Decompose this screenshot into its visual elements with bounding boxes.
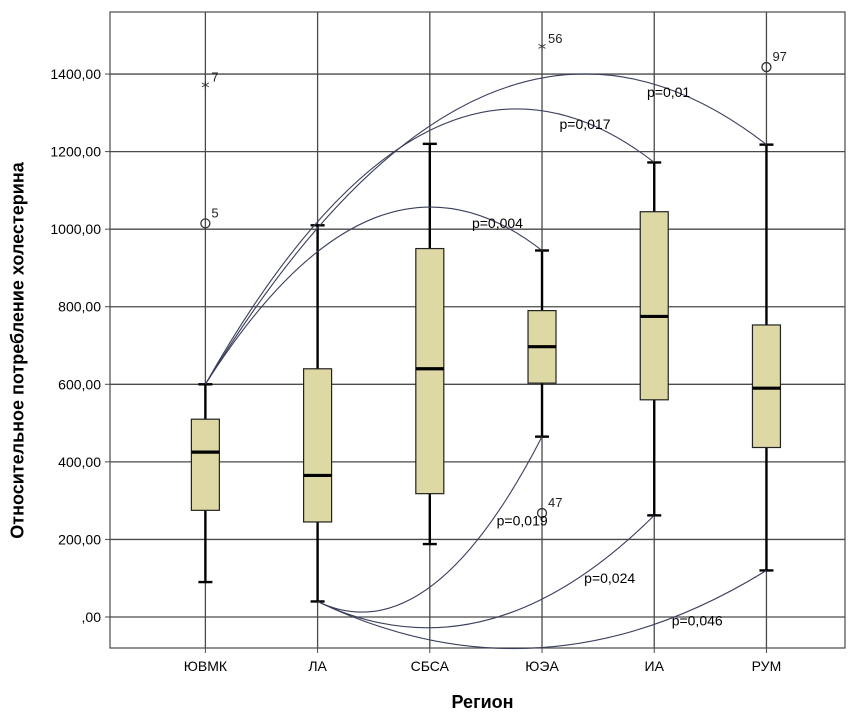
p-value-label: p=0,046 bbox=[672, 613, 723, 629]
outlier-label: 56 bbox=[548, 31, 562, 46]
p-value-label: p=0,004 bbox=[472, 215, 523, 231]
x-axis-title: Регион bbox=[451, 692, 514, 712]
outlier-label: 97 bbox=[772, 49, 786, 64]
iqr-box bbox=[639, 211, 669, 401]
comparison-arc bbox=[204, 206, 543, 385]
outlier-star-icon: * bbox=[538, 40, 547, 60]
x-tick-label: ИА bbox=[645, 658, 665, 674]
x-tick-label: СБСА bbox=[411, 658, 450, 674]
plot-area-frame bbox=[109, 11, 846, 649]
p-value-label: p=0,024 bbox=[584, 570, 635, 586]
comparison-arc bbox=[317, 569, 767, 650]
y-tick-label: 600,00 bbox=[58, 376, 101, 392]
y-tick-label: 800,00 bbox=[58, 299, 101, 315]
outlier-circle bbox=[761, 61, 772, 73]
box-ЮЭА bbox=[527, 249, 557, 438]
y-axis-title: Относительное потребление холестерина bbox=[3, 90, 33, 610]
y-axis-title-text: Относительное потребление холестерина bbox=[7, 161, 28, 539]
comparison-arcs-layer: p=0,01 p=0,017 p=0,004 p=0,019 p=0,024 p=0,04… bbox=[204, 73, 767, 650]
x-tick-label: РУМ bbox=[752, 658, 782, 674]
x-tick-label: ЮВМК bbox=[184, 658, 228, 674]
x-tick-labels: ЮВМК ЛА СБСА ЮЭА ИА РУМ bbox=[184, 658, 782, 674]
y-tick-label: 1200,00 bbox=[50, 144, 101, 160]
y-tick-label: 1000,00 bbox=[50, 221, 101, 237]
p-value-label: p=0,01 bbox=[647, 84, 690, 100]
boxes-layer bbox=[190, 142, 782, 603]
x-tick-label: ЛА bbox=[308, 658, 327, 674]
box-ЮВМК bbox=[190, 383, 220, 584]
box-СБСА bbox=[415, 142, 445, 546]
box-ЛА bbox=[302, 224, 333, 603]
iqr-box bbox=[190, 418, 220, 511]
y-tick-label: ,00 bbox=[82, 609, 102, 625]
outlier-label: 47 bbox=[548, 495, 562, 510]
comparison-arc bbox=[317, 514, 655, 629]
box-ИА bbox=[639, 161, 669, 517]
iqr-box bbox=[302, 368, 333, 523]
p-value-label: p=0,019 bbox=[497, 513, 548, 529]
outlier-star-icon: * bbox=[201, 79, 210, 99]
grid-layer bbox=[105, 11, 846, 653]
comparison-arc bbox=[317, 436, 543, 613]
y-tick-label: 1400,00 bbox=[50, 66, 101, 82]
x-tick-label: ЮЭА bbox=[525, 658, 559, 674]
iqr-box bbox=[751, 324, 782, 449]
comparison-arc bbox=[204, 73, 767, 385]
comparison-arc bbox=[204, 108, 655, 385]
outlier-label: 5 bbox=[211, 205, 218, 220]
outlier-label: 7 bbox=[211, 70, 218, 85]
box-РУМ bbox=[751, 143, 782, 572]
y-tick-labels: ,00 200,00 400,00 600,00 800,00 1000,00 1200,0… bbox=[50, 66, 101, 625]
outlier-circle bbox=[200, 218, 211, 229]
p-value-label: p=0,017 bbox=[559, 116, 610, 132]
iqr-box bbox=[415, 247, 445, 495]
y-tick-label: 200,00 bbox=[58, 531, 101, 547]
y-tick-label: 400,00 bbox=[58, 454, 101, 470]
outlier-circle bbox=[536, 507, 548, 519]
